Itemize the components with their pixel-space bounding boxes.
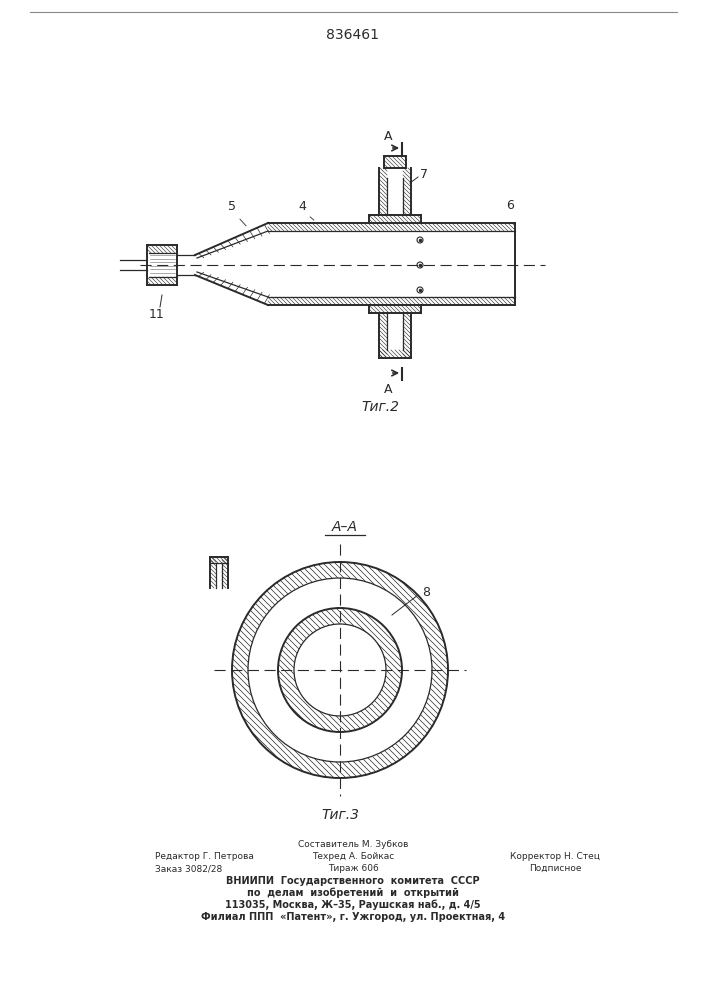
Text: Τиг.2: Τиг.2 (361, 400, 399, 414)
Text: 8: 8 (422, 585, 430, 598)
Text: Техред А. Бойкас: Техред А. Бойкас (312, 852, 394, 861)
Text: Подписное: Подписное (529, 864, 581, 873)
Text: 113035, Москва, Ж–35, Раушская наб., д. 4/5: 113035, Москва, Ж–35, Раушская наб., д. … (226, 900, 481, 910)
Text: Корректор Н. Стец: Корректор Н. Стец (510, 852, 600, 861)
Text: 11: 11 (149, 308, 165, 321)
Text: Заказ 3082/28: Заказ 3082/28 (155, 864, 222, 873)
Text: 5: 5 (228, 200, 236, 213)
Text: Составитель М. Зубков: Составитель М. Зубков (298, 840, 408, 849)
Bar (384, 156, 406, 168)
Text: 4: 4 (298, 200, 306, 213)
Text: Τиг.3: Τиг.3 (321, 808, 359, 822)
Text: A: A (384, 130, 392, 143)
Text: Редактор Г. Петрова: Редактор Г. Петрова (155, 852, 254, 861)
Text: 836461: 836461 (327, 28, 380, 42)
Text: A–A: A–A (332, 520, 358, 534)
Text: 6: 6 (506, 199, 514, 212)
Text: A: A (384, 383, 392, 396)
Text: Филиал ППП  «Патент», г. Ужгород, ул. Проектная, 4: Филиал ППП «Патент», г. Ужгород, ул. Про… (201, 912, 505, 922)
Text: 7: 7 (420, 167, 428, 180)
Text: Тираж 606: Тираж 606 (327, 864, 378, 873)
Text: ВНИИПИ  Государственного  комитета  СССР: ВНИИПИ Государственного комитета СССР (226, 876, 480, 886)
Text: по  делам  изобретений  и  открытий: по делам изобретений и открытий (247, 888, 459, 898)
